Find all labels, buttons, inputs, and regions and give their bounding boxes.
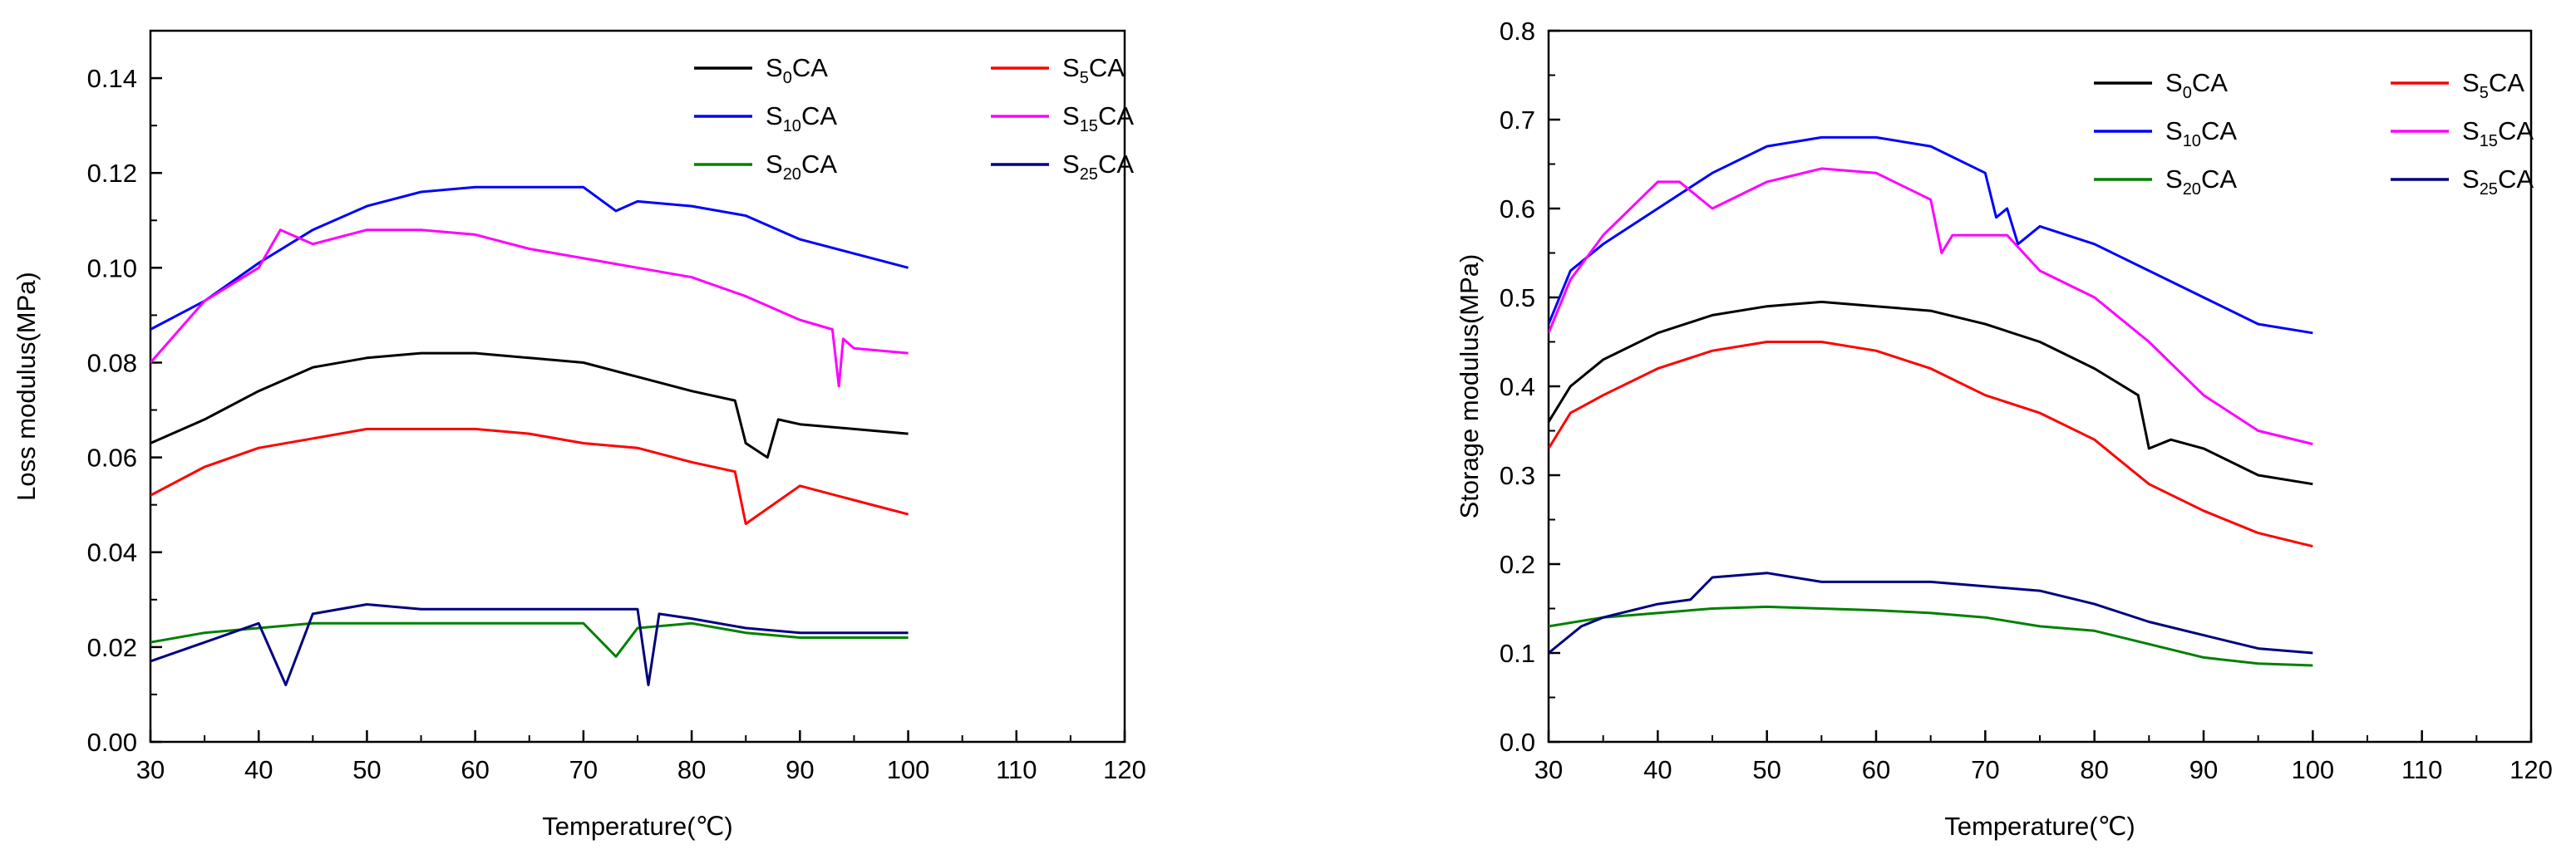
y-tick-label: 0.08	[87, 348, 137, 377]
x-tick-label: 110	[2401, 755, 2442, 784]
series-line-S0CA	[1549, 300, 2313, 486]
x-tick-label: 50	[352, 755, 381, 784]
y-tick-label: 0.7	[1500, 106, 1535, 135]
legend-label-S15CA: S15CA	[1062, 101, 1134, 135]
legend-label-S25CA: S25CA	[2462, 164, 2534, 199]
x-tick-label: 100	[2291, 755, 2334, 784]
x-tick-label: 30	[136, 755, 165, 784]
x-tick-label: 70	[569, 755, 598, 784]
x-axis-title: Temperature(℃)	[1944, 812, 2135, 841]
chart-2: 30 40 50 60 70 80 90 100 110 120 0.0 0.1 0.2 0.3 0.4 0.…	[1455, 17, 2553, 841]
y-tick-label: 0.06	[87, 444, 137, 473]
x-tick-label: 110	[996, 755, 1037, 784]
x-tick-label: 90	[786, 755, 814, 784]
x-tick-label: 90	[2189, 755, 2218, 784]
x-axis-title: Temperature(℃)	[542, 812, 733, 841]
x-tick-label: 80	[2080, 755, 2108, 784]
legend: S0CA S5CA S10CA S15CA S20CA S25CA	[2094, 68, 2534, 199]
x-tick-label: 120	[2510, 755, 2553, 784]
legend-label-S5CA: S5CA	[1062, 53, 1125, 87]
legend-label-S15CA: S15CA	[2462, 116, 2534, 150]
legend-label-S5CA: S5CA	[2462, 68, 2524, 102]
legend-label-S10CA: S10CA	[766, 101, 837, 135]
y-tick-label: 0.8	[1500, 17, 1535, 46]
y-tick-label: 0.4	[1500, 372, 1535, 401]
x-tick-label: 100	[887, 755, 930, 784]
series-line-S10CA	[1549, 135, 2313, 335]
x-tick-label: 80	[677, 755, 706, 784]
y-tick-label: 0.12	[87, 159, 137, 188]
x-tick-label: 70	[1971, 755, 1999, 784]
y-tick-label: 0.0	[1500, 728, 1535, 757]
x-tick-label: 120	[1103, 755, 1146, 784]
series-line-S0CA	[150, 351, 909, 459]
y-tick-label: 0.2	[1500, 550, 1535, 579]
series-line-S5CA	[150, 427, 909, 525]
y-tick-label: 0.3	[1500, 461, 1535, 490]
legend-label-S0CA: S0CA	[2165, 68, 2228, 102]
series-line-S10CA	[150, 185, 909, 331]
legend-label-S20CA: S20CA	[2165, 164, 2237, 199]
y-tick-label: 0.02	[87, 633, 137, 662]
y-tick-label: 0.00	[87, 728, 137, 757]
x-tick-label: 30	[1534, 755, 1563, 784]
y-tick-label: 0.14	[87, 64, 137, 93]
legend-label-S0CA: S0CA	[766, 53, 828, 87]
legend-label-S10CA: S10CA	[2165, 116, 2237, 150]
x-tick-label: 50	[1752, 755, 1781, 784]
y-tick-label: 0.1	[1500, 639, 1535, 668]
x-tick-label: 40	[1643, 755, 1672, 784]
chart-1: 30 40 50 60 70 80 90 100 110 120 0.00 0.02 0.04 0.06 0…	[12, 29, 1146, 841]
series-line-S20CA	[150, 621, 909, 658]
series-line-S25CA	[150, 603, 909, 686]
series-line-S20CA	[1549, 605, 2313, 667]
x-tick-label: 40	[244, 755, 273, 784]
y-tick-label: 0.04	[87, 538, 137, 567]
y-axis-title: Storage modulus(MPa)	[1455, 254, 1484, 519]
series-line-S5CA	[1549, 341, 2313, 548]
y-tick-label: 0.10	[87, 253, 137, 282]
y-axis-title: Loss modulus(MPa)	[12, 272, 41, 501]
series-line-S25CA	[1549, 572, 2313, 655]
x-tick-label: 60	[1862, 755, 1890, 784]
legend-label-S25CA: S25CA	[1062, 150, 1134, 184]
y-tick-label: 0.6	[1500, 194, 1535, 223]
y-tick-label: 0.5	[1500, 283, 1535, 312]
series-line-S15CA	[1549, 167, 2313, 445]
legend: S0CA S5CA S10CA S15CA S20CA S25CA	[694, 53, 1134, 184]
legend-label-S20CA: S20CA	[766, 150, 837, 184]
x-tick-label: 60	[461, 755, 489, 784]
series-line-S15CA	[150, 228, 909, 388]
